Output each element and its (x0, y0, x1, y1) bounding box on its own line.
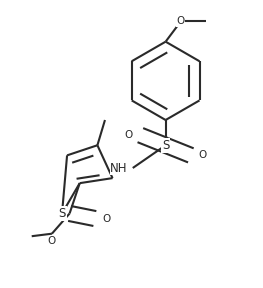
Text: O: O (199, 150, 207, 160)
Text: O: O (124, 130, 133, 140)
Text: O: O (103, 213, 111, 223)
Text: S: S (162, 139, 169, 152)
Text: O: O (177, 16, 185, 26)
Text: S: S (58, 207, 66, 220)
Text: O: O (48, 236, 56, 246)
Text: NH: NH (110, 162, 128, 175)
